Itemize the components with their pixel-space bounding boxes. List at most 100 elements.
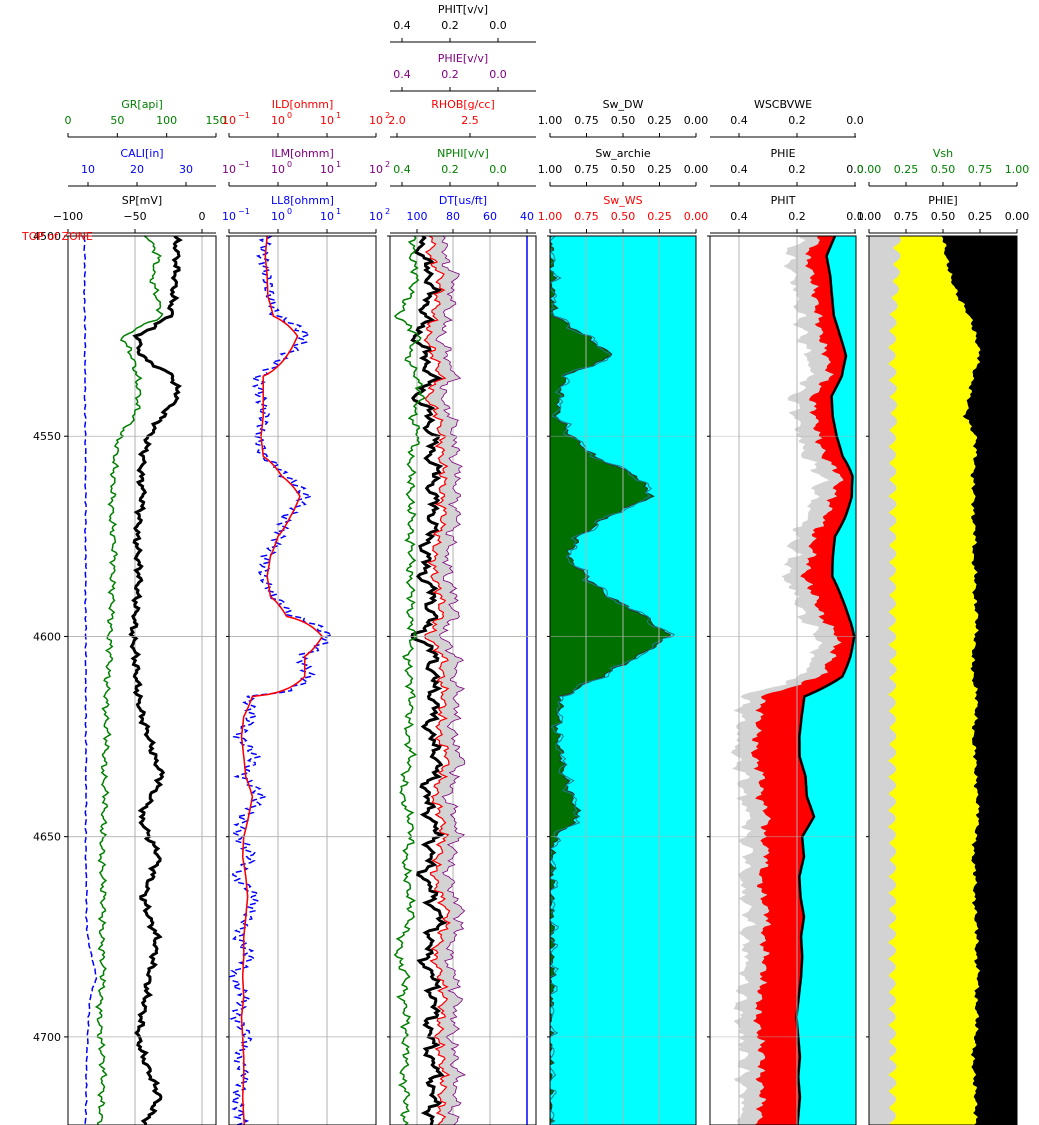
- scale-tick-label: 0.75: [574, 114, 599, 127]
- track-frame: [549, 235, 697, 1125]
- depth-tick-label: 4600: [33, 630, 61, 643]
- scale-track5-2: PHIT 0.4 0.2 0.0: [710, 194, 864, 234]
- scale-label: PHIE]: [928, 194, 957, 207]
- scale-label: DT[us/ft]: [439, 194, 487, 207]
- scale-tick-label: 10: [271, 210, 285, 223]
- scale-tick-label: 0.00: [684, 163, 709, 176]
- zone-label: TOP of ZONE: [21, 230, 93, 243]
- track-frame: [709, 235, 857, 1125]
- scale-tick-label: 0.75: [894, 210, 919, 223]
- sw-archie-curve: [550, 236, 676, 1125]
- scale-label: CALI[in]: [120, 147, 163, 160]
- scale-tick-label: 0.2: [441, 19, 459, 32]
- scale-tick-label: 0.50: [611, 163, 636, 176]
- scale-tick-exponent: 1: [336, 207, 341, 216]
- scale-track6-1: PHIE] 1.00 0.75 0.50 0.25 0.00: [857, 194, 1030, 234]
- track-5: [707, 235, 857, 1125]
- scale-tick-exponent: 0: [287, 160, 292, 169]
- scale-label: Sw_WS: [603, 194, 642, 207]
- track-1: [67, 235, 217, 1125]
- scale-track3-0: PHIT[v/v] 0.4 0.2 0.0: [390, 3, 536, 43]
- scale-label: PHIE[v/v]: [438, 52, 488, 65]
- scale-tick-label: 0.50: [931, 163, 956, 176]
- scale-tick-exponent: −1: [238, 207, 250, 216]
- scale-tick-label: 20: [130, 163, 144, 176]
- scale-tick-label: 0.0: [846, 114, 864, 127]
- scale-tick-label: 100: [407, 210, 428, 223]
- scale-tick-label: 0.50: [611, 114, 636, 127]
- scale-label: RHOB[g/cc]: [431, 98, 495, 111]
- scale-tick-label: 10: [271, 114, 285, 127]
- scale-tick-label: 0.25: [647, 163, 672, 176]
- scale-tick-label: 10: [222, 210, 236, 223]
- scale-tick-label: 10: [369, 163, 383, 176]
- track-panels: [67, 235, 1018, 1125]
- scale-track4-2: Sw_WS 1.00 0.75 0.50 0.25 0.00: [538, 194, 708, 234]
- scale-tick-label: 10: [320, 210, 334, 223]
- scale-tick-label: 0.2: [788, 114, 806, 127]
- hydrocarbon-fill: [750, 236, 855, 1125]
- wscbvwe-curve: [795, 236, 856, 1125]
- scale-tick-label: 0.75: [574, 163, 599, 176]
- scale-tick-label: 0.4: [730, 163, 748, 176]
- scale-tick-exponent: −1: [238, 160, 250, 169]
- scale-track4-1: Sw_archie 1.00 0.75 0.50 0.25 0.00: [538, 147, 709, 187]
- track-body: [229, 236, 376, 1125]
- scale-tick-label: 0.4: [393, 163, 411, 176]
- scale-tick-label: 0.50: [611, 210, 636, 223]
- track-6: [866, 235, 1018, 1125]
- scale-track2-1: ILM[ohmm]10 −1 10 0 10 1 10 2: [222, 147, 390, 187]
- scale-tick-label: 0.75: [968, 163, 993, 176]
- scale-tick-label: 0.0: [489, 163, 507, 176]
- scale-tick-label: 150: [206, 114, 227, 127]
- scale-tick-exponent: 0: [287, 111, 292, 120]
- scale-label: Sw_DW: [603, 98, 644, 111]
- scale-label: WSCBVWE: [754, 98, 812, 111]
- depth-tick-label: 4700: [33, 1031, 61, 1044]
- scale-tick-label: 0.50: [931, 210, 956, 223]
- track-3: [387, 235, 537, 1125]
- scale-tick-label: 1.00: [538, 114, 563, 127]
- scale-tick-label: 0.4: [730, 114, 748, 127]
- scale-track5-1: PHIE 0.4 0.2 0.0: [710, 147, 864, 187]
- track-frame: [228, 235, 377, 1125]
- scale-tick-label: 0.75: [574, 210, 599, 223]
- scale-track2-2: LL8[ohmm]10 −1 10 0 10 1 10 2: [222, 194, 390, 234]
- ild-curve: [240, 236, 324, 1125]
- scale-track3-3: NPHI[v/v] 0.4 0.2 0.0: [390, 147, 536, 187]
- scale-tick-label: 0.0: [846, 163, 864, 176]
- scale-tick-label: 40: [520, 210, 534, 223]
- scale-label: Sw_archie: [595, 147, 651, 160]
- scale-tick-label: 0: [65, 114, 72, 127]
- scale-tick-exponent: 0: [287, 207, 292, 216]
- shale-fill: [869, 236, 981, 1125]
- scale-tick-label: 0.2: [441, 163, 459, 176]
- scale-tick-label: 10: [222, 163, 236, 176]
- scale-tick-label: 0.4: [393, 68, 411, 81]
- scale-tick-label: 50: [110, 114, 124, 127]
- cali-curve: [83, 236, 98, 1125]
- scale-track3-2: RHOB[g/cc] 2.0 2.5: [388, 98, 536, 138]
- depth-tick-label: 4550: [33, 430, 61, 443]
- scale-tick-label: 0.00: [1005, 210, 1030, 223]
- gr-curve: [94, 236, 164, 1125]
- scale-tick-label: 0.25: [894, 163, 919, 176]
- sp-curve: [128, 236, 183, 1125]
- track-2: [226, 235, 377, 1125]
- scale-tick-label: −100: [53, 210, 83, 223]
- scale-tick-label: 0.25: [647, 210, 672, 223]
- scale-tick-label: 0.25: [968, 210, 993, 223]
- scale-tick-label: 0.25: [647, 114, 672, 127]
- scale-tick-label: 30: [179, 163, 193, 176]
- nphi-curve: [393, 236, 426, 1125]
- scale-label: ILD[ohmm]: [272, 98, 334, 111]
- depth-axis: 4500 4550 4600 4650 4700: [33, 230, 68, 1044]
- scale-track4-0: Sw_DW 1.00 0.75 0.50 0.25 0.00: [538, 98, 709, 138]
- scale-tick-label: 0.2: [788, 210, 806, 223]
- scale-tick-label: −50: [123, 210, 146, 223]
- scale-label: PHIT: [771, 194, 796, 207]
- scale-tick-label: 0.00: [684, 114, 709, 127]
- ilm-curve: [240, 236, 324, 1125]
- scale-tick-exponent: 2: [385, 111, 390, 120]
